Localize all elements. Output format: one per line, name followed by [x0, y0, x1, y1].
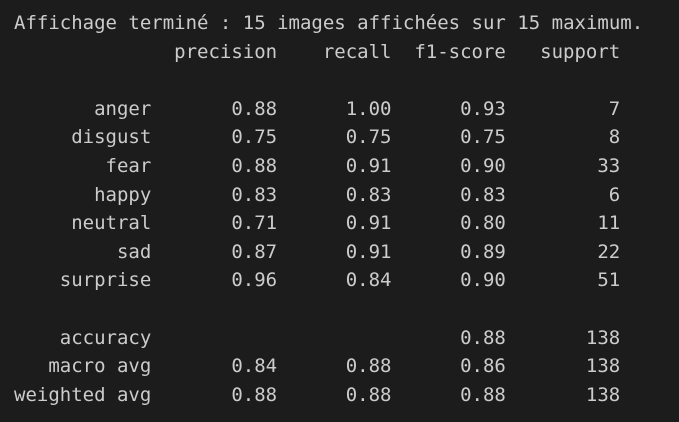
report-row-sad: sad 0.87 0.91 0.89 22 — [14, 238, 679, 267]
f1-score-value: 0.90 — [460, 269, 506, 292]
recall-value: 0.91 — [345, 154, 392, 177]
precision-value: 0.84 — [231, 355, 278, 378]
header-label-spacer — [14, 38, 151, 67]
row-label: fear — [105, 154, 152, 177]
blank-line — [14, 66, 679, 95]
support-value: 6 — [608, 183, 621, 206]
support-value: 138 — [585, 326, 621, 349]
f1-score-value: 0.86 — [460, 355, 506, 378]
recall-value: 0.91 — [345, 212, 392, 235]
row-label: anger — [94, 97, 152, 120]
column-header-f1-score: f1-score — [414, 40, 506, 63]
f1-score-value: 0.88 — [460, 383, 506, 406]
precision-value: 0.87 — [231, 240, 278, 263]
recall-value: 0.88 — [345, 355, 392, 378]
row-label: weighted avg — [14, 383, 152, 406]
row-label: surprise — [59, 269, 152, 292]
row-label: neutral — [71, 212, 152, 235]
report-row-fear: fear 0.88 0.91 0.90 33 — [14, 152, 679, 181]
recall-value: 0.75 — [345, 126, 392, 149]
column-header-recall: recall — [322, 40, 392, 63]
report-row-anger: anger 0.88 1.00 0.93 7 — [14, 95, 679, 124]
support-value: 51 — [597, 269, 621, 292]
row-label: macro avg — [48, 355, 152, 378]
row-label: accuracy — [59, 326, 152, 349]
support-value: 138 — [585, 383, 621, 406]
support-value: 8 — [608, 126, 621, 149]
report-header-row: precision recall f1-score support — [14, 38, 679, 67]
precision-value: 0.88 — [231, 97, 278, 120]
f1-score-value: 0.90 — [460, 154, 506, 177]
row-label: disgust — [71, 126, 152, 149]
report-row-surprise: surprise 0.96 0.84 0.90 51 — [14, 266, 679, 295]
recall-value — [277, 324, 391, 353]
report-row-neutral: neutral 0.71 0.91 0.80 11 — [14, 209, 679, 238]
recall-value: 0.84 — [345, 269, 392, 292]
support-value: 7 — [608, 97, 621, 120]
column-header-support: support — [540, 40, 621, 63]
support-value: 33 — [597, 154, 621, 177]
recall-value: 0.88 — [345, 383, 392, 406]
precision-value: 0.83 — [231, 183, 278, 206]
f1-score-value: 0.75 — [460, 126, 506, 149]
recall-value: 1.00 — [345, 97, 392, 120]
row-label: sad — [116, 240, 152, 263]
support-value: 11 — [597, 212, 621, 235]
f1-score-value: 0.93 — [460, 97, 506, 120]
f1-score-value: 0.88 — [460, 326, 506, 349]
report-row-accuracy: accuracy 0.88 138 — [14, 324, 679, 353]
report-row-macro-avg: macro avg 0.84 0.88 0.86 138 — [14, 352, 679, 381]
precision-value: 0.75 — [231, 126, 278, 149]
report-row-happy: happy 0.83 0.83 0.83 6 — [14, 181, 679, 210]
f1-score-value: 0.80 — [460, 212, 506, 235]
precision-value: 0.96 — [231, 269, 278, 292]
report-row-disgust: disgust 0.75 0.75 0.75 8 — [14, 123, 679, 152]
precision-value: 0.88 — [231, 383, 278, 406]
f1-score-value: 0.83 — [460, 183, 506, 206]
status-line: Affichage terminé : 15 images affichées … — [14, 12, 644, 34]
blank-line — [14, 295, 679, 324]
precision-value — [163, 324, 277, 353]
recall-value: 0.83 — [345, 183, 392, 206]
f1-score-value: 0.89 — [460, 240, 506, 263]
column-header-precision: precision — [174, 40, 278, 63]
precision-value: 0.88 — [231, 154, 278, 177]
support-value: 22 — [597, 240, 621, 263]
support-value: 138 — [585, 355, 621, 378]
row-label: happy — [94, 183, 152, 206]
report-row-weighted-avg: weighted avg 0.88 0.88 0.88 138 — [14, 381, 679, 410]
recall-value: 0.91 — [345, 240, 392, 263]
precision-value: 0.71 — [231, 212, 278, 235]
